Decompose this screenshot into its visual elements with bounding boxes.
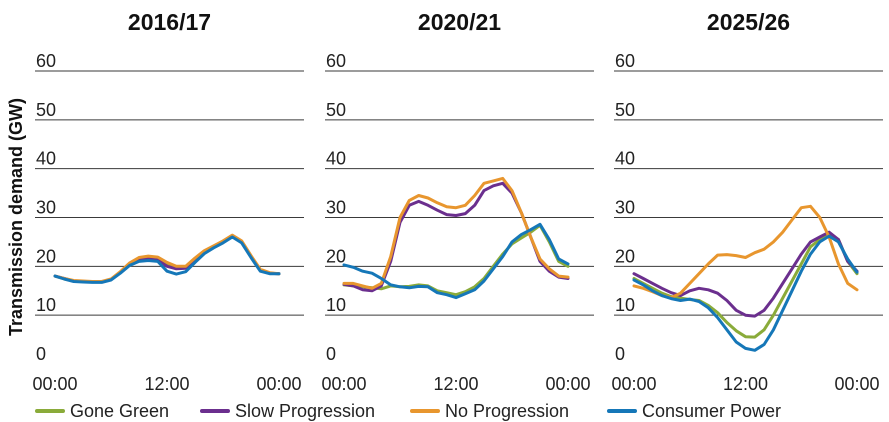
x-tick-label: 00:00 — [256, 374, 301, 394]
y-tick-label: 40 — [615, 149, 635, 169]
series-line-gone-green — [53, 234, 281, 284]
series-line-consumer-power — [632, 234, 859, 352]
y-tick-label: 50 — [326, 100, 346, 120]
y-tick-label: 0 — [326, 344, 336, 364]
x-tick-label: 00:00 — [32, 374, 77, 394]
y-tick-label: 20 — [615, 246, 635, 266]
x-tick-label: 00:00 — [545, 374, 590, 394]
y-axis-label: Transmission demand (GW) — [6, 98, 26, 336]
y-tick-label: 60 — [326, 51, 346, 71]
series-line-consumer-power — [53, 235, 281, 284]
series-line-gone-green — [342, 223, 570, 297]
y-tick-label: 50 — [615, 100, 635, 120]
x-tick-label: 12:00 — [723, 374, 768, 394]
panel-title: 2025/26 — [707, 9, 790, 35]
legend-label-no-progression: No Progression — [445, 401, 569, 421]
y-tick-label: 0 — [36, 344, 46, 364]
x-tick-label: 00:00 — [834, 374, 879, 394]
y-tick-label: 30 — [615, 198, 635, 218]
y-tick-label: 20 — [326, 246, 346, 266]
y-tick-label: 10 — [326, 295, 346, 315]
y-tick-label: 60 — [615, 51, 635, 71]
y-tick-label: 30 — [36, 198, 56, 218]
legend-label-gone-green: Gone Green — [70, 401, 169, 421]
series-line-slow-progression — [632, 230, 859, 318]
y-tick-label: 50 — [36, 100, 56, 120]
panel-title: 2020/21 — [418, 9, 501, 35]
legend-label-consumer-power: Consumer Power — [642, 401, 781, 421]
panel-title: 2016/17 — [128, 9, 211, 35]
series-line-gone-green — [632, 233, 859, 339]
y-tick-label: 60 — [36, 51, 56, 71]
series-line-consumer-power — [342, 222, 570, 300]
x-tick-label: 12:00 — [433, 374, 478, 394]
y-tick-label: 30 — [326, 198, 346, 218]
series-line-no-progression — [53, 233, 281, 283]
y-tick-label: 10 — [36, 295, 56, 315]
series-line-no-progression — [342, 176, 570, 290]
x-tick-label: 12:00 — [144, 374, 189, 394]
series-line-slow-progression — [53, 234, 281, 284]
y-tick-label: 40 — [36, 149, 56, 169]
y-tick-label: 20 — [36, 246, 56, 266]
legend-label-slow-progression: Slow Progression — [235, 401, 375, 421]
series-line-no-progression — [632, 204, 859, 300]
x-tick-label: 00:00 — [611, 374, 656, 394]
x-tick-label: 00:00 — [321, 374, 366, 394]
y-tick-label: 0 — [615, 344, 625, 364]
y-tick-label: 10 — [615, 295, 635, 315]
y-tick-label: 40 — [326, 149, 346, 169]
